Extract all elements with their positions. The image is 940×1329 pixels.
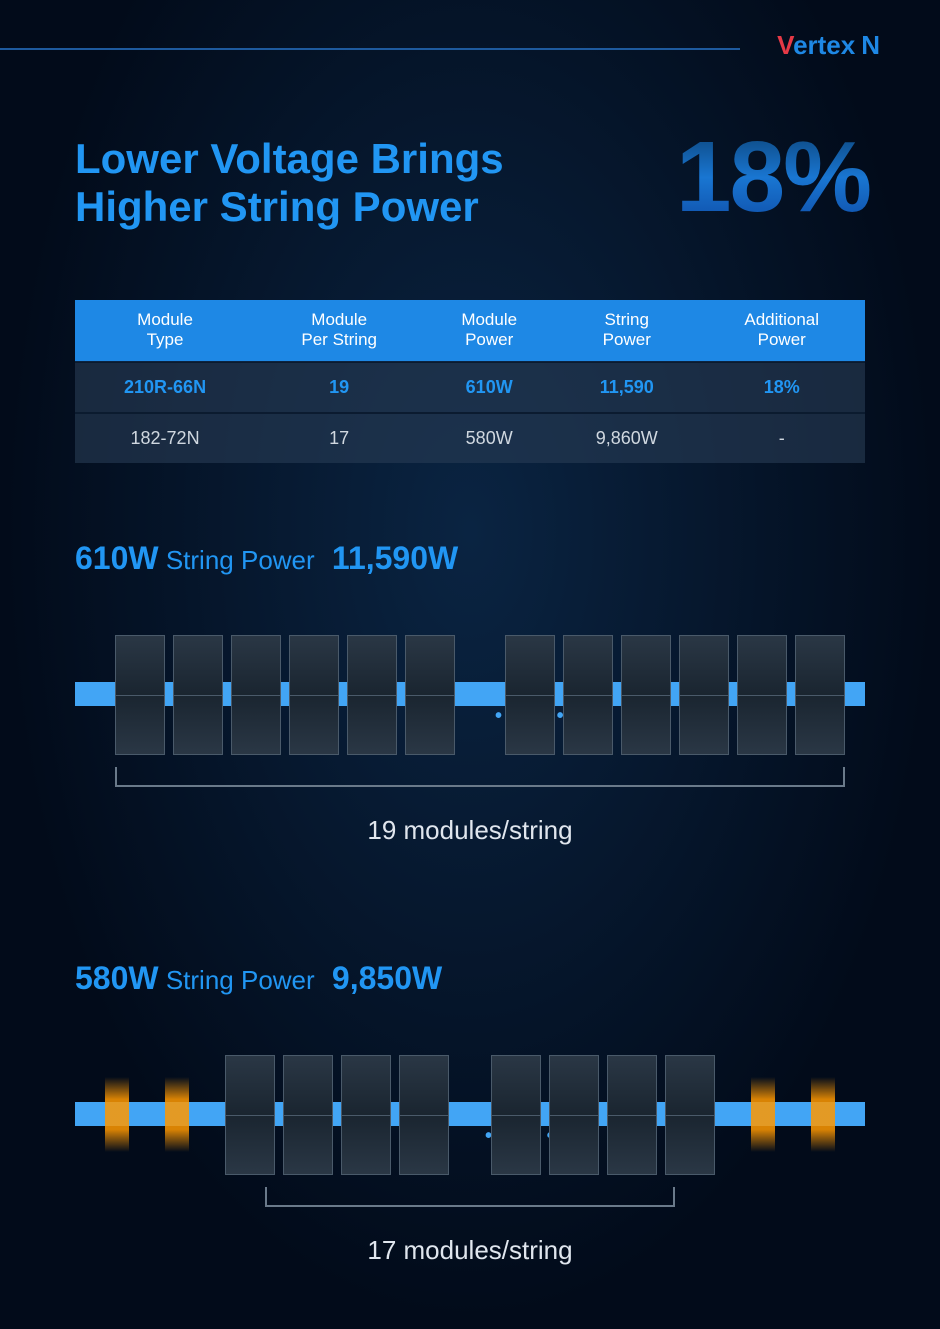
solar-panel-icon — [665, 1055, 715, 1175]
table-cell: 210R-66N — [75, 362, 255, 413]
bracket-1 — [115, 767, 845, 787]
table-cell: 18% — [698, 362, 865, 413]
solar-panel-icon — [341, 1055, 391, 1175]
section1-caption: 19 modules/string — [75, 815, 865, 846]
section2-total: 9,850W — [332, 960, 442, 996]
brand-ertex: ertex — [793, 30, 855, 60]
section1-title: 610W String Power 11,590W — [75, 540, 865, 577]
solar-panel-icon — [737, 635, 787, 755]
panel-group-2-right — [491, 1055, 715, 1175]
table-header-cell: AdditionalPower — [698, 300, 865, 362]
orange-cap-left-1 — [105, 1077, 129, 1152]
solar-panel-icon — [549, 1055, 599, 1175]
section1-total: 11,590W — [332, 540, 458, 576]
solar-panel-icon — [607, 1055, 657, 1175]
orange-cap-left-2 — [165, 1077, 189, 1152]
string-vis-2: • • • • • • — [75, 1047, 865, 1187]
headline: Lower Voltage Brings Higher String Power — [75, 135, 504, 232]
table-row: 210R-66N19610W11,59018% — [75, 362, 865, 413]
solar-panel-icon — [679, 635, 729, 755]
table-cell: 610W — [423, 362, 555, 413]
table-header-cell: ModuleType — [75, 300, 255, 362]
section2-label: String Power — [166, 965, 315, 995]
solar-panel-icon — [491, 1055, 541, 1175]
table-cell: 19 — [255, 362, 423, 413]
brand-v: V — [777, 30, 793, 60]
table-header-cell: ModulePower — [423, 300, 555, 362]
comparison-table: ModuleTypeModulePer StringModulePowerStr… — [75, 300, 865, 463]
section2-caption: 17 modules/string — [75, 1235, 865, 1266]
table-cell: 580W — [423, 413, 555, 463]
section2-title: 580W String Power 9,850W — [75, 960, 865, 997]
solar-panel-icon — [347, 635, 397, 755]
table-cell: 182-72N — [75, 413, 255, 463]
string-vis-1: • • • • • • — [75, 627, 865, 767]
solar-panel-icon — [399, 1055, 449, 1175]
table-cell: 17 — [255, 413, 423, 463]
table-cell: 9,860W — [555, 413, 698, 463]
header-rule — [0, 48, 740, 50]
table-header-cell: StringPower — [555, 300, 698, 362]
orange-cap-right-1 — [751, 1077, 775, 1152]
orange-cap-right-2 — [811, 1077, 835, 1152]
solar-panel-icon — [405, 635, 455, 755]
solar-panel-icon — [505, 635, 555, 755]
section-580w: 580W String Power 9,850W • • • • • • 17 … — [75, 960, 865, 1266]
panel-group-2-left — [225, 1055, 449, 1175]
table-body: 210R-66N19610W11,59018%182-72N17580W9,86… — [75, 362, 865, 463]
table-cell: 11,590 — [555, 362, 698, 413]
solar-panel-icon — [283, 1055, 333, 1175]
brand-logo: VertexN — [777, 30, 880, 61]
section1-power: 610W — [75, 540, 159, 576]
table-row: 182-72N17580W9,860W- — [75, 413, 865, 463]
solar-panel-icon — [563, 635, 613, 755]
panel-group-1-left — [115, 635, 455, 755]
section2-power: 580W — [75, 960, 159, 996]
headline-line1: Lower Voltage Brings — [75, 135, 504, 183]
section-610w: 610W String Power 11,590W • • • • • • 19… — [75, 540, 865, 846]
solar-panel-icon — [115, 635, 165, 755]
solar-panel-icon — [173, 635, 223, 755]
table-cell: - — [698, 413, 865, 463]
big-percent: 18% — [676, 120, 870, 235]
string-bar-2 — [75, 1102, 865, 1126]
headline-line2: Higher String Power — [75, 183, 504, 231]
table-header-row: ModuleTypeModulePer StringModulePowerStr… — [75, 300, 865, 362]
solar-panel-icon — [621, 635, 671, 755]
table-header-cell: ModulePer String — [255, 300, 423, 362]
panel-group-1-right — [505, 635, 845, 755]
section1-label: String Power — [166, 545, 315, 575]
solar-panel-icon — [231, 635, 281, 755]
bracket-2 — [265, 1187, 675, 1207]
solar-panel-icon — [225, 1055, 275, 1175]
solar-panel-icon — [289, 635, 339, 755]
solar-panel-icon — [795, 635, 845, 755]
brand-n: N — [861, 30, 880, 60]
